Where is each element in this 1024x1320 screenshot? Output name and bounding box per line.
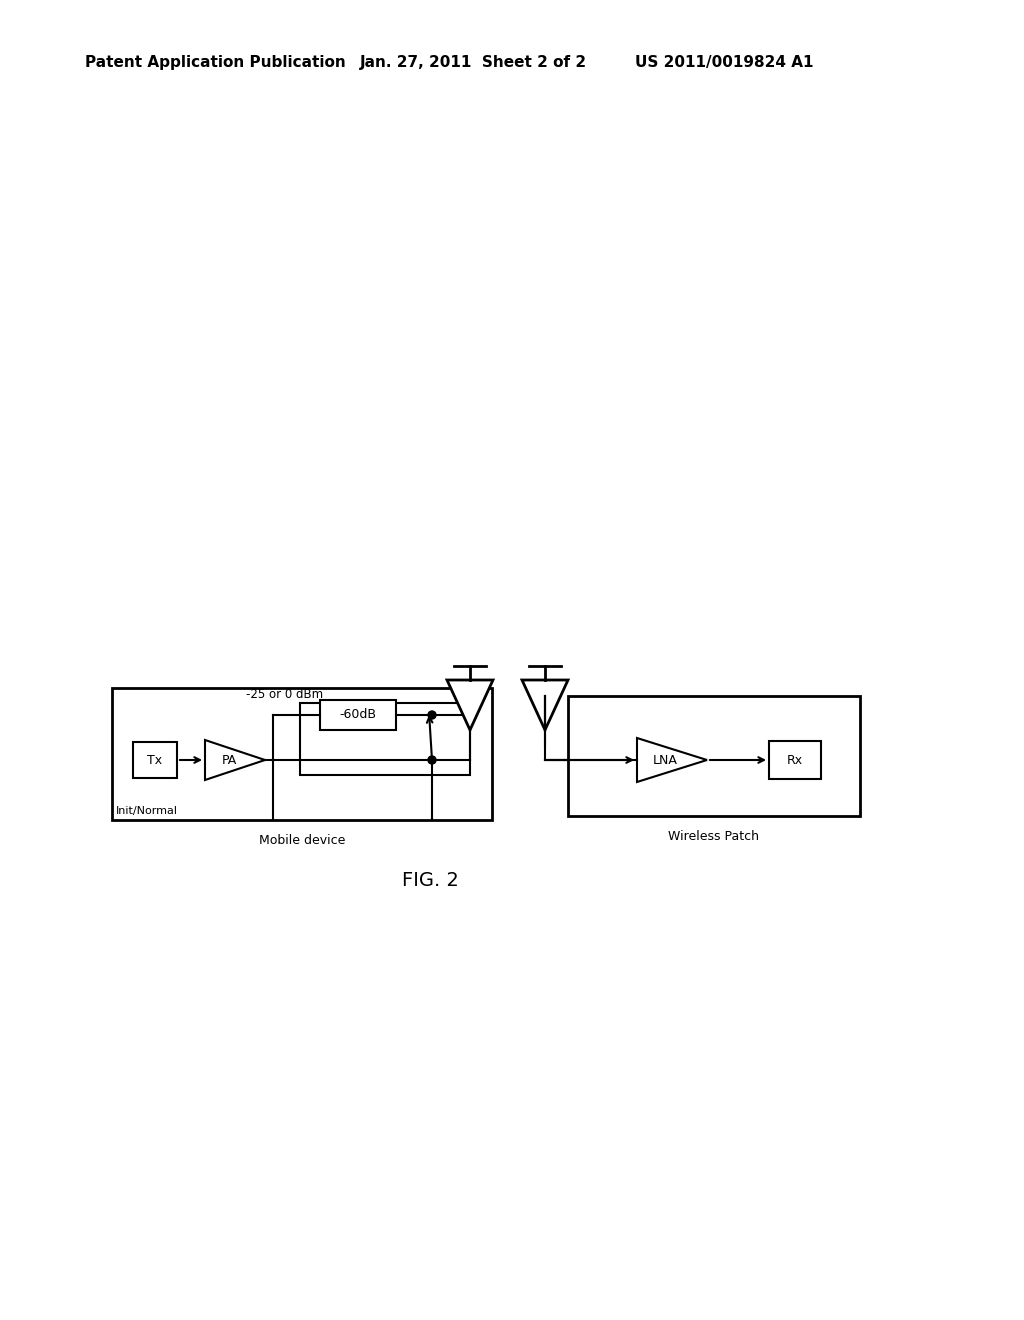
Text: Rx: Rx [786,754,803,767]
Text: -25 or 0 dBm: -25 or 0 dBm [247,689,324,701]
Text: -60dB: -60dB [340,709,377,722]
Bar [769,741,821,779]
Bar [568,696,860,816]
Polygon shape [447,680,493,730]
Text: Jan. 27, 2011  Sheet 2 of 2: Jan. 27, 2011 Sheet 2 of 2 [360,54,587,70]
Text: Init/Normal: Init/Normal [116,807,178,816]
Bar [300,704,470,775]
Circle shape [428,711,436,719]
Polygon shape [637,738,707,781]
Text: PA: PA [221,754,237,767]
Text: LNA: LNA [652,754,678,767]
Text: FIG. 2: FIG. 2 [401,870,459,890]
Text: Tx: Tx [147,754,163,767]
Text: Mobile device: Mobile device [259,834,345,847]
Polygon shape [205,741,265,780]
Circle shape [428,756,436,764]
Text: US 2011/0019824 A1: US 2011/0019824 A1 [635,54,813,70]
Bar [112,688,492,820]
Bar [133,742,177,777]
Bar [319,700,396,730]
Text: Wireless Patch: Wireless Patch [669,830,760,843]
Text: Patent Application Publication: Patent Application Publication [85,54,346,70]
Polygon shape [522,680,568,730]
